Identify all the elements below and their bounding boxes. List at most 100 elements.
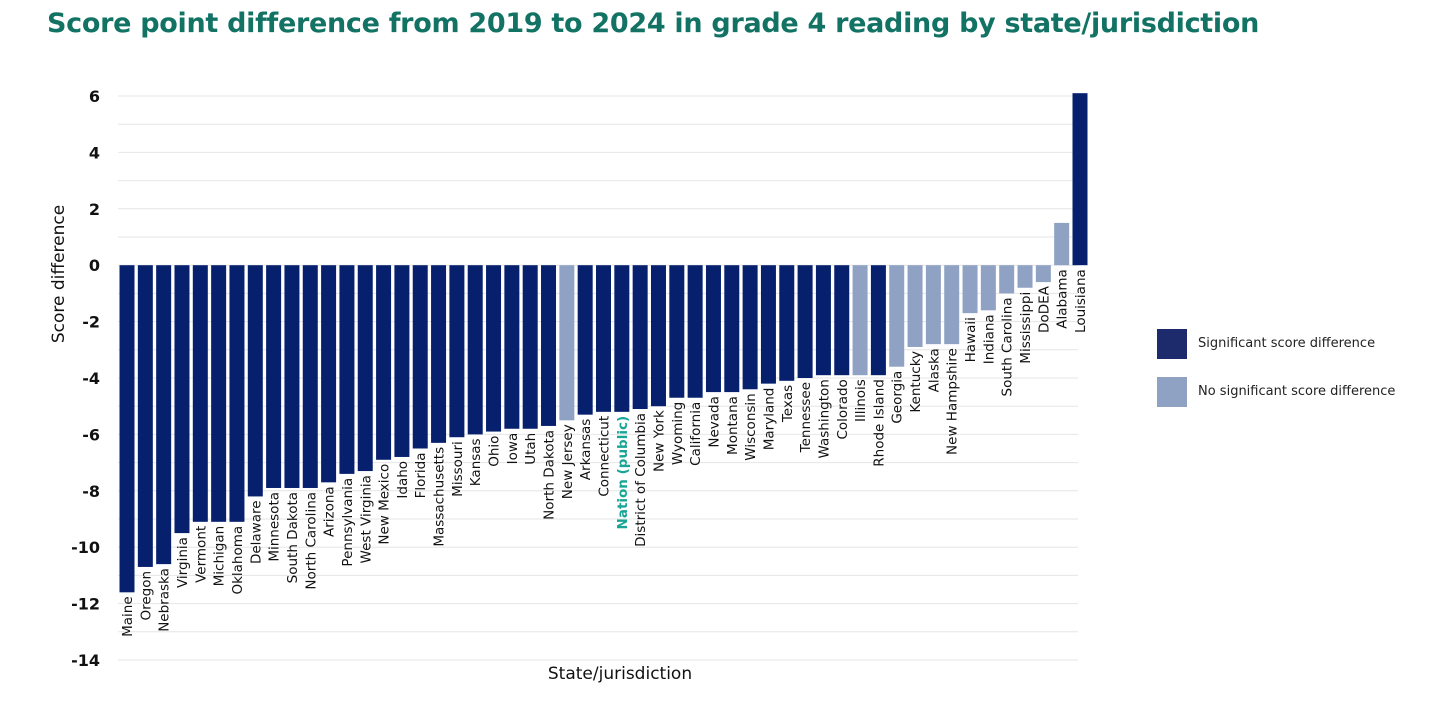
legend-label-not-significant: No significant score difference (1198, 384, 1396, 399)
bar-rhode-island (870, 265, 886, 376)
x-tick-label: Rhode Island (871, 379, 887, 467)
bar-south-carolina (999, 265, 1015, 294)
x-tick-label: Ohio (487, 436, 503, 467)
legend-item-not-significant: No significant score difference (1157, 377, 1427, 407)
bar-kentucky (907, 265, 923, 347)
y-tick-label: 2 (89, 200, 100, 219)
x-tick-label: West Virginia (358, 475, 374, 563)
x-tick-label: Tennessee (798, 382, 814, 453)
bar-nevada (705, 265, 721, 393)
x-tick-label: Maryland (761, 388, 777, 451)
x-tick-label: Michigan (212, 526, 228, 587)
bar-tennessee (797, 265, 813, 378)
x-tick-label: Arkansas (578, 419, 594, 481)
bar-utah (522, 265, 538, 429)
bar-washington (815, 265, 831, 376)
x-tick-label: New Hampshire (945, 348, 961, 455)
x-tick-label: Louisiana (1073, 269, 1089, 333)
bar-new-jersey (559, 265, 575, 421)
bar-oklahoma (229, 265, 245, 522)
bar-colorado (834, 265, 850, 376)
bars (119, 93, 1088, 593)
chart-title: Score point difference from 2019 to 2024… (47, 8, 1260, 39)
y-tick-label: -8 (82, 482, 100, 501)
x-tick-label: Oregon (138, 571, 154, 621)
x-tick-label: Utah (523, 433, 539, 465)
bar-pennsylvania (339, 265, 355, 474)
x-tick-label: Illinois (853, 379, 869, 422)
bar-new-mexico (376, 265, 392, 460)
bar-delaware (247, 265, 263, 497)
bar-massachusetts (431, 265, 447, 443)
legend-swatch-significant (1157, 329, 1187, 359)
x-tick-label: Wisconsin (743, 393, 759, 460)
bar-kansas (467, 265, 483, 435)
x-tick-label: Kentucky (908, 351, 924, 413)
x-tick-label: Virginia (175, 537, 191, 588)
x-tick-label: Mississippi (1018, 292, 1034, 364)
x-axis-label: State/jurisdiction (548, 664, 692, 684)
x-tick-label: North Dakota (542, 430, 558, 520)
x-tick-label: Wyoming (670, 402, 686, 465)
x-tick-label: North Carolina (303, 492, 319, 590)
bar-maryland (760, 265, 776, 384)
bar-dodea (1035, 265, 1051, 283)
x-tick-label: Iowa (505, 433, 521, 465)
bar-minnesota (266, 265, 282, 488)
bar-south-dakota (284, 265, 300, 488)
x-tick-label: Missouri (450, 441, 466, 497)
bar-louisiana (1072, 93, 1088, 266)
bar-texas (779, 265, 795, 381)
bar-indiana (980, 265, 996, 311)
bar-oregon (137, 265, 153, 567)
bar-hawaii (962, 265, 978, 314)
x-tick-label: Idaho (395, 461, 411, 499)
legend-swatch-not-significant (1157, 377, 1187, 407)
bar-wisconsin (742, 265, 758, 390)
bar-nation-public- (614, 265, 630, 412)
x-tick-label: Montana (725, 396, 741, 455)
x-tick-label: California (688, 402, 704, 466)
x-tick-label: District of Columbia (633, 413, 649, 547)
bar-maine (119, 265, 135, 593)
bar-new-hampshire (944, 265, 960, 345)
bar-alaska (925, 265, 941, 345)
bar-alabama (1054, 222, 1070, 266)
x-tick-label: Nevada (706, 396, 722, 448)
legend-item-significant: Significant score difference (1157, 329, 1427, 359)
x-tick-label: Nation (public) (615, 416, 631, 530)
bar-connecticut (596, 265, 611, 412)
bar-new-york (650, 265, 666, 407)
bar-idaho (394, 265, 410, 457)
x-tick-label: New York (651, 410, 667, 472)
y-tick-label: 4 (89, 143, 100, 162)
x-tick-label: Alaska (926, 348, 942, 392)
x-tick-label: Alabama (1055, 269, 1071, 329)
bar-michigan (211, 265, 227, 522)
x-tick-label: Minnesota (267, 492, 283, 562)
bar-west-virginia (357, 265, 373, 472)
y-tick-labels: 6 4 2 0 -2 -4 -6 -8 -10 -12 -14 (71, 87, 100, 670)
bar-california (687, 265, 703, 398)
x-tick-label: South Dakota (285, 492, 301, 583)
bar-georgia (889, 265, 905, 367)
x-tick-label: Georgia (890, 371, 906, 424)
bar-ohio (486, 265, 502, 432)
x-tick-label: South Carolina (1000, 297, 1016, 396)
y-tick-label: 6 (89, 87, 100, 106)
x-tick-label: Kansas (468, 438, 484, 486)
bar-north-dakota (541, 265, 557, 426)
x-tick-label: Washington (816, 379, 832, 458)
bar-illinois (852, 265, 868, 376)
bar-arizona (321, 265, 337, 483)
bar-florida (412, 265, 428, 449)
bar-nebraska (156, 265, 172, 565)
bar-virginia (174, 265, 190, 534)
y-tick-label: -14 (71, 651, 100, 670)
y-tick-label: 0 (89, 256, 100, 275)
x-tick-label: Arizona (322, 486, 338, 537)
bar-missouri (449, 265, 465, 438)
y-tick-label: -10 (71, 538, 100, 557)
